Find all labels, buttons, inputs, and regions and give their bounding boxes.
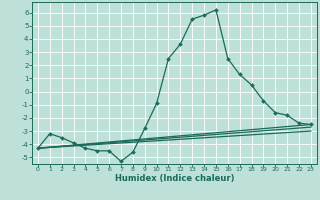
X-axis label: Humidex (Indice chaleur): Humidex (Indice chaleur) (115, 174, 234, 183)
